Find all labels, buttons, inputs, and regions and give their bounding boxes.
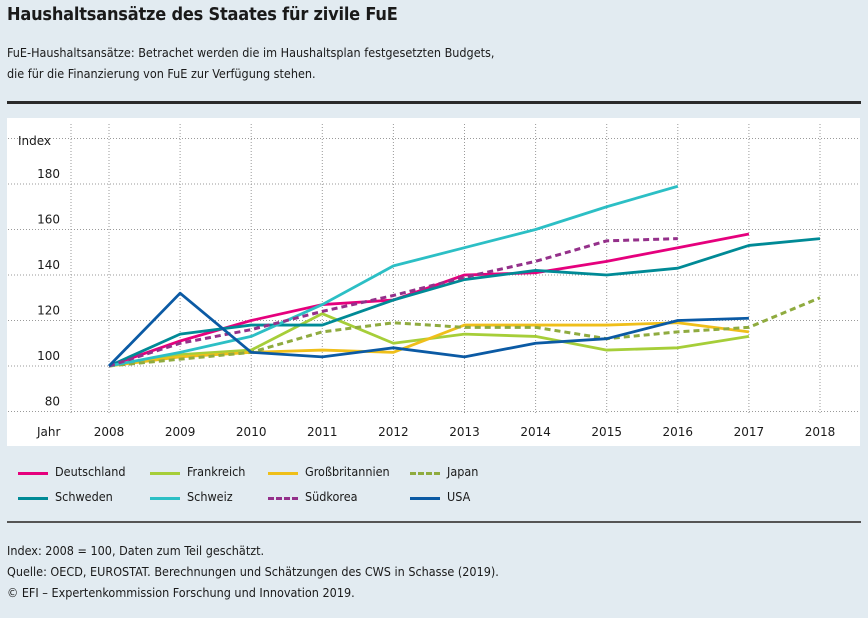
legend-swatch (150, 471, 180, 475)
series-line-großbritannien (108, 321, 750, 368)
legend-label: Südkorea (305, 489, 358, 504)
x-tick-label: 2009 (165, 425, 196, 439)
x-tick-label: 2015 (591, 425, 622, 439)
x-tick-label: 2014 (520, 425, 551, 439)
series-lines (107, 184, 821, 368)
gridlines (8, 124, 859, 415)
x-tick-label: 2010 (236, 425, 267, 439)
x-tick-label: 2016 (663, 425, 694, 439)
y-tick-label: 160 (37, 213, 60, 227)
y-tick-label: 120 (37, 304, 60, 318)
page-title: Haushaltsansätze des Staates für zivile … (7, 4, 398, 25)
legend-swatch (268, 496, 298, 500)
footer-copyright: © EFI – Expertenkommission Forschung und… (7, 585, 355, 600)
y-tick-label: 100 (37, 349, 60, 363)
y-tick-label: 80 (45, 395, 60, 409)
legend-swatch (150, 496, 180, 500)
x-tick-label: 2012 (378, 425, 409, 439)
x-tick-label: 2008 (94, 425, 125, 439)
series-line-schweden (108, 237, 821, 368)
chart-area (7, 118, 860, 446)
x-axis-label: Jahr (36, 425, 60, 439)
y-tick-label: 180 (37, 167, 60, 181)
y-axis-label: Index (18, 134, 51, 148)
legend-label: Japan (447, 464, 479, 479)
footer-divider (7, 521, 861, 523)
subtitle-line-1: FuE-Haushaltsansätze: Betrachet werden d… (7, 45, 495, 60)
legend-swatch (410, 496, 440, 500)
y-tick-label: 140 (37, 258, 60, 272)
legend-label: Schweiz (187, 489, 233, 504)
legend-label: Frankreich (187, 464, 246, 479)
footer-note: Index: 2008 = 100, Daten zum Teil geschä… (7, 543, 265, 558)
legend-swatch (268, 471, 298, 475)
header-divider (7, 101, 861, 104)
series-line-schweiz (108, 184, 679, 368)
series-line-südkorea (108, 237, 678, 368)
x-tick-label: 2011 (307, 425, 338, 439)
subtitle-line-2: die für die Finanzierung von FuE zur Ver… (7, 66, 316, 81)
legend-swatch (410, 471, 440, 475)
legend-label: Großbritannien (305, 464, 390, 479)
x-tick-label: 2017 (734, 425, 765, 439)
x-tick-label: 2018 (805, 425, 836, 439)
legend-swatch (18, 496, 48, 500)
legend-label: Deutschland (55, 464, 126, 479)
series-line-usa (107, 291, 749, 367)
footer-source: Quelle: OECD, EUROSTAT. Berechnungen und… (7, 564, 499, 579)
x-tick-label: 2013 (449, 425, 480, 439)
legend-swatch (18, 471, 48, 475)
legend-label: Schweden (55, 489, 113, 504)
axis-labels: Index Jahr 2008 2009 2010 2011 2012 2013 2014 2… (18, 134, 835, 439)
legend-label: USA (447, 489, 471, 504)
